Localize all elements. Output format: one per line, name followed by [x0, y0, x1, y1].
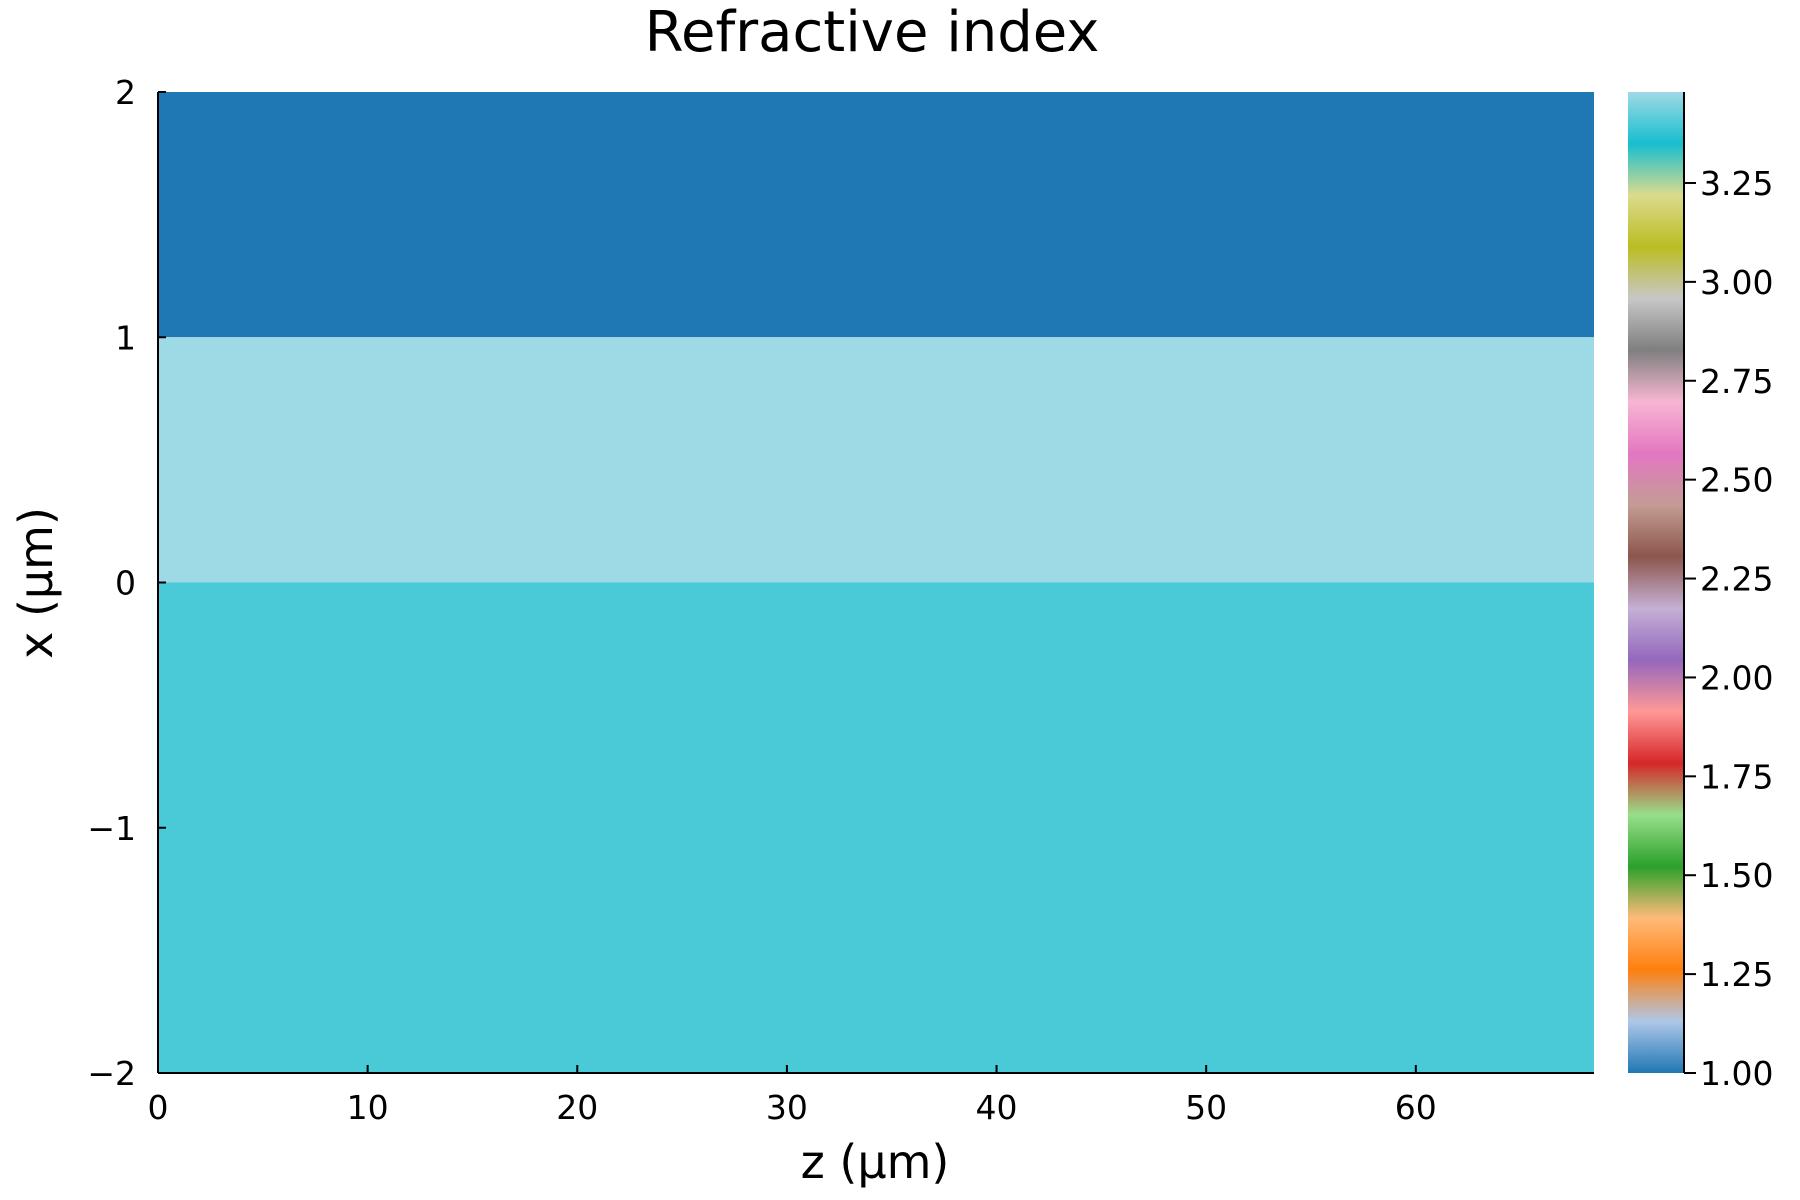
- y-axis-label: x (μm): [9, 507, 63, 659]
- x-tick-label: 20: [556, 1088, 598, 1127]
- heatmap-region-0: [158, 92, 1594, 338]
- x-tick-label: 60: [1395, 1088, 1437, 1127]
- colorbar-tick-label: 3.25: [1700, 164, 1773, 203]
- y-tick-label: 0: [115, 564, 136, 603]
- colorbar-tick-label: 2.75: [1700, 362, 1773, 401]
- heatmap-region-1: [158, 337, 1594, 583]
- y-tick-label: 1: [115, 318, 136, 357]
- x-axis-label: z (μm): [801, 1135, 950, 1189]
- y-tick-label: −1: [87, 809, 136, 848]
- x-tick-label: 10: [347, 1088, 389, 1127]
- x-tick-label: 40: [976, 1088, 1018, 1127]
- colorbar-tick-label: 1.25: [1700, 955, 1773, 994]
- colorbar-tick-label: 2.50: [1700, 461, 1773, 500]
- colorbar-gradient: [1628, 92, 1684, 1073]
- y-tick-label: 2: [115, 73, 136, 112]
- colorbar-tick-label: 1.50: [1700, 856, 1773, 895]
- colorbar-tick-label: 2.25: [1700, 560, 1773, 599]
- heatmap-region-2: [158, 582, 1594, 1073]
- x-axis-ticks: 0 10 20 30 40 50 60: [148, 1065, 1437, 1127]
- y-tick-label: −2: [87, 1054, 136, 1093]
- x-tick-label: 50: [1185, 1088, 1227, 1127]
- colorbar-tick-label: 1.75: [1700, 757, 1773, 796]
- colorbar: 1.00 1.25 1.50 1.75 2.00 2.25 2.50 2.75 3.00 3.25: [1628, 92, 1773, 1093]
- colorbar-tick-label: 2.00: [1700, 658, 1773, 697]
- colorbar-tick-label: 1.00: [1700, 1054, 1773, 1093]
- colorbar-tick-label: 3.00: [1700, 263, 1773, 302]
- y-axis-ticks: −2 −1 0 1 2: [87, 73, 166, 1093]
- heatmap-regions: [158, 92, 1594, 1073]
- chart-title: Refractive index: [645, 0, 1100, 65]
- x-tick-label: 30: [766, 1088, 808, 1127]
- x-tick-label: 0: [148, 1088, 169, 1127]
